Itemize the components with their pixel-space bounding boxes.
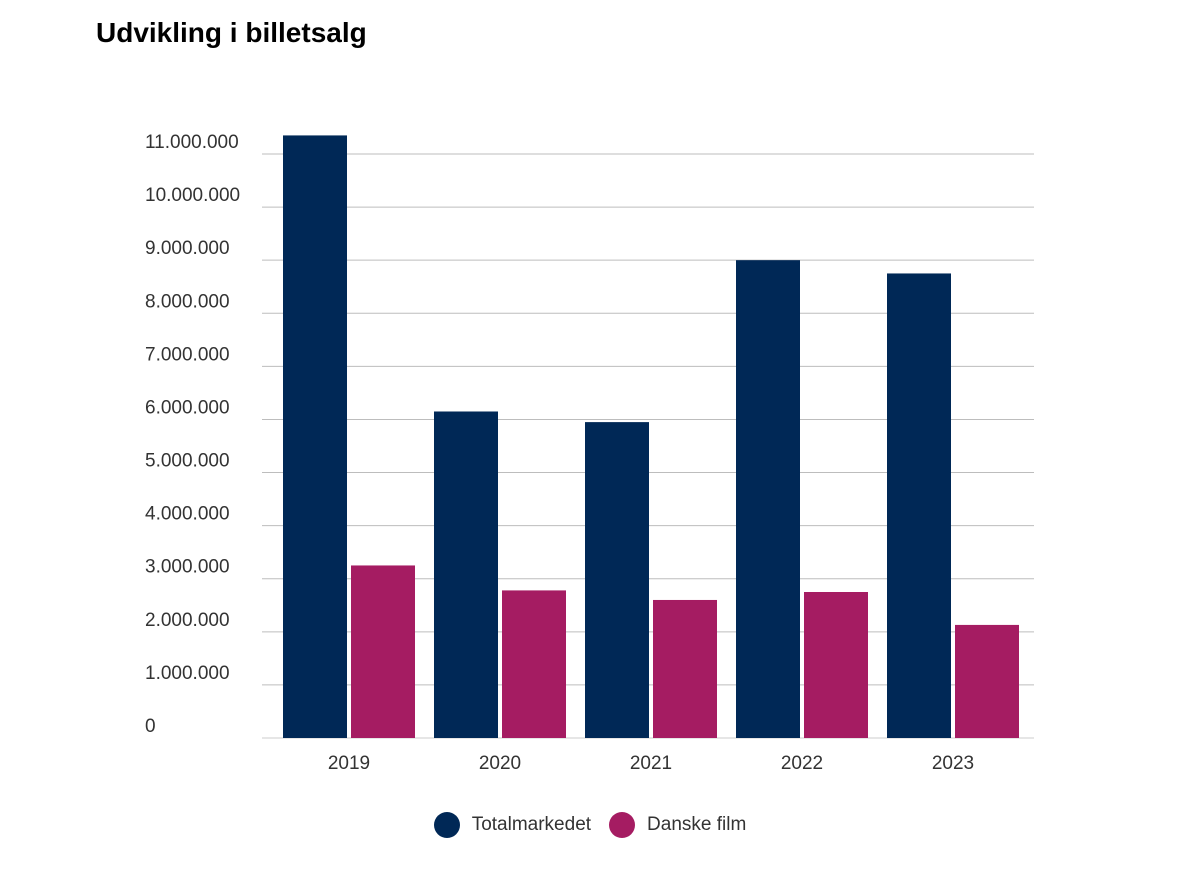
- y-tick-label: 9.000.000: [145, 238, 230, 259]
- legend-item-totalmarkedet[interactable]: Totalmarkedet: [433, 812, 592, 838]
- bar-totalmarkedet-2021: [585, 422, 649, 738]
- bar-totalmarkedet-2023: [887, 273, 951, 738]
- x-tick-label: 2019: [328, 753, 370, 774]
- bar-totalmarkedet-2020: [434, 411, 498, 738]
- bar-totalmarkedet-2022: [736, 260, 800, 738]
- x-axis-ticks: 2019 2020 2021 2022 2023: [328, 753, 974, 774]
- bar-danske-film-2023: [955, 624, 1019, 738]
- y-tick-label: 11.000.000: [145, 132, 239, 153]
- legend: Totalmarkedet Danske film: [0, 812, 1180, 838]
- y-tick-label: 7.000.000: [145, 344, 230, 365]
- x-tick-label: 2023: [932, 753, 974, 774]
- y-tick-label: 6.000.000: [145, 397, 230, 418]
- legend-label-totalmarkedet: Totalmarkedet: [471, 814, 592, 835]
- bar-danske-film-2022: [804, 592, 868, 738]
- bars: [283, 135, 1019, 738]
- y-tick-label: 0: [145, 716, 156, 737]
- y-axis-ticks: 0 1.000.000 2.000.000 3.000.000 4.000.000 5.0…: [145, 132, 240, 737]
- chart-title: Udvikling i billetsalg: [96, 17, 367, 48]
- x-tick-label: 2020: [479, 753, 521, 774]
- y-tick-label: 3.000.000: [145, 557, 230, 578]
- y-tick-label: 2.000.000: [145, 610, 230, 631]
- chart-plot: 0 1.000.000 2.000.000 3.000.000 4.000.000 5.0…: [145, 132, 1034, 774]
- x-tick-label: 2022: [781, 753, 823, 774]
- legend-item-danske-film[interactable]: Danske film: [609, 812, 746, 838]
- bar-danske-film-2020: [502, 590, 566, 738]
- bar-danske-film-2021: [653, 599, 717, 738]
- legend-swatch-totalmarkedet: [433, 812, 460, 838]
- y-tick-label: 10.000.000: [145, 185, 240, 206]
- bar-danske-film-2019: [351, 565, 415, 738]
- bar-totalmarkedet-2019: [283, 135, 347, 738]
- legend-label-danske-film: Danske film: [647, 814, 747, 835]
- y-tick-label: 8.000.000: [145, 291, 230, 312]
- x-tick-label: 2021: [630, 753, 672, 774]
- legend-swatch-danske-film: [609, 812, 636, 838]
- y-tick-label: 5.000.000: [145, 451, 230, 472]
- y-tick-label: 4.000.000: [145, 504, 230, 525]
- y-tick-label: 1.000.000: [145, 663, 230, 684]
